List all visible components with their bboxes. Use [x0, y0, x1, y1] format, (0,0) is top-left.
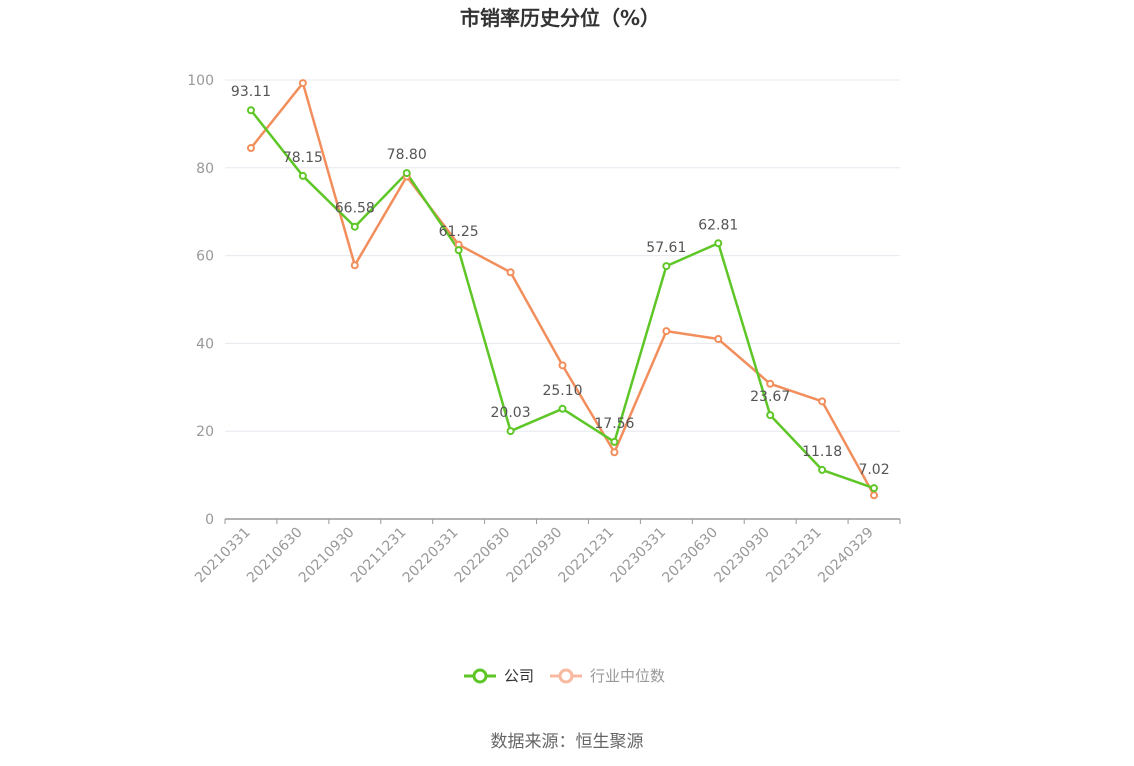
data-label: 61.25	[439, 224, 479, 240]
data-point-company[interactable]	[818, 465, 827, 474]
data-point-industry[interactable]	[870, 491, 879, 500]
data-point-industry[interactable]	[246, 144, 255, 153]
x-tick-label: 20210630	[244, 525, 306, 587]
data-point-company[interactable]	[714, 239, 723, 248]
series-points	[246, 79, 879, 500]
x-tick-label: 20220930	[504, 525, 566, 587]
y-tick-label: 60	[196, 249, 214, 265]
data-point-company[interactable]	[350, 222, 359, 231]
x-tick-label: 20220630	[452, 525, 514, 587]
data-point-industry[interactable]	[714, 335, 723, 344]
data-point-company[interactable]	[454, 246, 463, 255]
data-point-company[interactable]	[298, 171, 307, 180]
data-point-industry[interactable]	[558, 361, 567, 370]
data-label: 78.15	[283, 150, 323, 166]
data-point-industry[interactable]	[350, 261, 359, 270]
data-label: 57.61	[646, 240, 686, 256]
data-point-industry[interactable]	[506, 268, 515, 277]
data-label: 7.02	[858, 462, 889, 478]
data-point-industry[interactable]	[662, 327, 671, 336]
data-label: 25.10	[542, 383, 582, 399]
x-tick-label: 20230331	[607, 525, 669, 587]
data-point-industry[interactable]	[610, 448, 619, 457]
data-point-company[interactable]	[506, 427, 515, 436]
data-point-company[interactable]	[766, 411, 775, 420]
x-tick-label: 20210930	[296, 525, 358, 587]
data-label: 20.03	[491, 405, 531, 421]
data-label: 62.81	[698, 217, 738, 233]
x-tick-label: 20240329	[815, 525, 877, 587]
data-label: 17.56	[594, 416, 634, 432]
x-tick-label: 20230930	[711, 525, 773, 587]
y-tick-label: 100	[187, 73, 214, 89]
data-point-company[interactable]	[610, 437, 619, 446]
data-label: 93.11	[231, 84, 271, 100]
data-point-company[interactable]	[246, 106, 255, 115]
data-label: 66.58	[335, 201, 375, 217]
grid	[225, 79, 900, 432]
y-tick-label: 0	[205, 512, 214, 528]
data-point-company[interactable]	[662, 262, 671, 271]
legend-item-industry[interactable]: 行业中位数	[550, 667, 665, 685]
y-tick-label: 40	[196, 336, 214, 352]
y-tick-label: 80	[196, 161, 214, 177]
legend-label-company: 公司	[504, 667, 534, 685]
y-axis: 0 20 40 60 80 100	[187, 73, 214, 528]
x-tick-label: 20230630	[659, 525, 721, 587]
y-tick-label: 20	[196, 424, 214, 440]
legend-item-company[interactable]: 公司	[464, 667, 534, 685]
legend: 公司 行业中位数	[464, 667, 665, 685]
data-point-industry[interactable]	[298, 79, 307, 88]
data-label: 23.67	[750, 389, 790, 405]
x-tick-label: 20221231	[556, 525, 618, 587]
x-axis: 2021033120210630202109302021123120220331…	[192, 518, 901, 587]
x-tick-label: 20210331	[192, 525, 254, 587]
data-labels: 93.11 78.15 66.58 78.80 61.25 20.03 25.10 17.56…	[231, 84, 890, 478]
series-lines	[249, 81, 876, 496]
data-point-company[interactable]	[402, 169, 411, 178]
x-tick-label: 20231231	[763, 525, 825, 587]
data-label: 11.18	[802, 444, 842, 460]
legend-label-industry: 行业中位数	[590, 667, 665, 685]
source-text: 数据来源：恒生聚源	[491, 732, 644, 752]
data-point-industry[interactable]	[766, 379, 775, 388]
data-point-company[interactable]	[870, 484, 879, 493]
x-tick-label: 20211231	[348, 525, 410, 587]
data-point-industry[interactable]	[818, 397, 827, 406]
data-label: 78.80	[387, 147, 427, 163]
data-point-company[interactable]	[558, 404, 567, 413]
series-line-industry	[249, 81, 876, 496]
chart-title: 市销率历史分位（%）	[460, 6, 660, 30]
x-tick-label: 20220331	[400, 525, 462, 587]
